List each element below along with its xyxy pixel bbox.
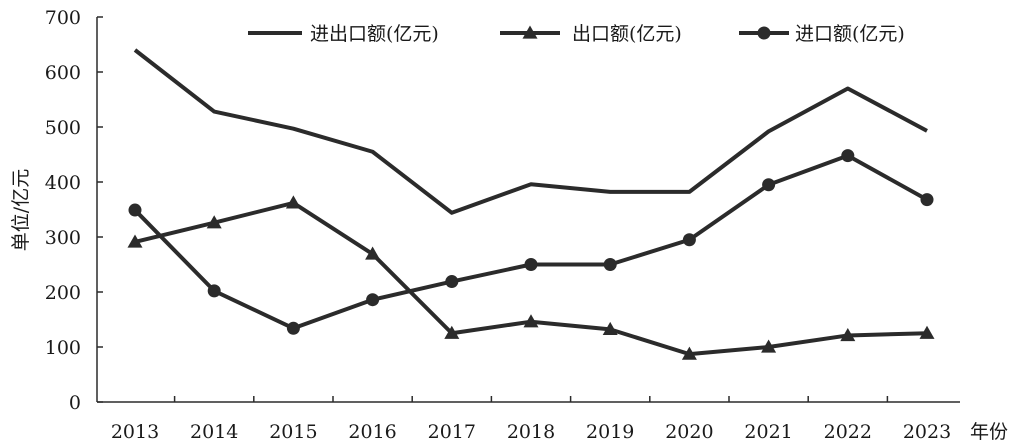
legend-item: 出口额(亿元) bbox=[500, 23, 682, 45]
data-point bbox=[840, 327, 856, 342]
data-point bbox=[603, 258, 617, 271]
chart-series bbox=[127, 48, 935, 360]
x-axis-label: 年份 bbox=[970, 421, 1008, 443]
data-point bbox=[128, 203, 142, 217]
y-axis-label: 单位/亿元 bbox=[10, 169, 32, 251]
data-point bbox=[285, 195, 301, 209]
legend-label: 进口额(亿元) bbox=[795, 23, 905, 45]
legend-label: 出口额(亿元) bbox=[572, 23, 682, 45]
y-tick-label: 300 bbox=[45, 227, 81, 249]
x-tick-label: 2015 bbox=[269, 421, 317, 443]
series-line bbox=[133, 153, 928, 331]
legend-marker bbox=[522, 25, 538, 39]
legend-label: 进出口额(亿元) bbox=[310, 23, 439, 45]
chart-legend: 进出口额(亿元) 出口额(亿元) 进口额(亿元) bbox=[248, 23, 905, 45]
x-tick-label: 2023 bbox=[903, 421, 951, 443]
series-1 bbox=[133, 48, 928, 215]
y-tick-label: 500 bbox=[45, 117, 81, 139]
data-point bbox=[920, 193, 934, 207]
legend-marker bbox=[757, 26, 771, 40]
data-point bbox=[286, 321, 300, 335]
chart-axes: 0 100 200 300 400 500 600 700 2013 2014 2015 2016 20… bbox=[45, 7, 960, 443]
y-tick-label: 600 bbox=[45, 62, 81, 84]
data-point bbox=[206, 215, 222, 229]
x-tick-label: 2021 bbox=[744, 421, 792, 443]
data-point bbox=[761, 339, 777, 353]
y-tick-label: 400 bbox=[45, 172, 81, 194]
x-tick-label: 2018 bbox=[507, 421, 555, 443]
legend-item: 进出口额(亿元) bbox=[248, 23, 439, 45]
data-point bbox=[366, 293, 380, 307]
data-point bbox=[127, 234, 143, 248]
x-tick-label: 2014 bbox=[190, 421, 238, 443]
x-tick-label: 2017 bbox=[428, 421, 476, 443]
data-point bbox=[682, 233, 696, 247]
legend-item: 进口额(亿元) bbox=[739, 23, 905, 45]
x-tick-label: 2022 bbox=[824, 421, 872, 443]
data-point bbox=[444, 325, 460, 339]
data-point bbox=[524, 258, 538, 271]
x-tick-label: 2019 bbox=[586, 421, 634, 443]
data-point bbox=[445, 275, 459, 289]
data-point bbox=[602, 321, 618, 336]
series-line bbox=[134, 200, 928, 357]
series-line bbox=[133, 48, 928, 215]
data-point bbox=[841, 149, 855, 163]
data-point bbox=[523, 314, 539, 328]
x-tick-label: 2020 bbox=[665, 421, 713, 443]
data-point bbox=[681, 346, 697, 360]
x-tick-label: 2013 bbox=[111, 421, 159, 443]
y-tick-label: 200 bbox=[45, 282, 81, 304]
data-point bbox=[919, 325, 935, 339]
data-point bbox=[762, 178, 776, 192]
data-point bbox=[207, 284, 221, 298]
x-tick-label: 2016 bbox=[348, 421, 396, 443]
y-tick-label: 0 bbox=[69, 392, 81, 414]
y-tick-label: 700 bbox=[45, 7, 81, 29]
y-tick-label: 100 bbox=[45, 337, 81, 359]
series-2 bbox=[127, 195, 935, 360]
data-point bbox=[365, 246, 381, 260]
series-3 bbox=[128, 149, 934, 335]
